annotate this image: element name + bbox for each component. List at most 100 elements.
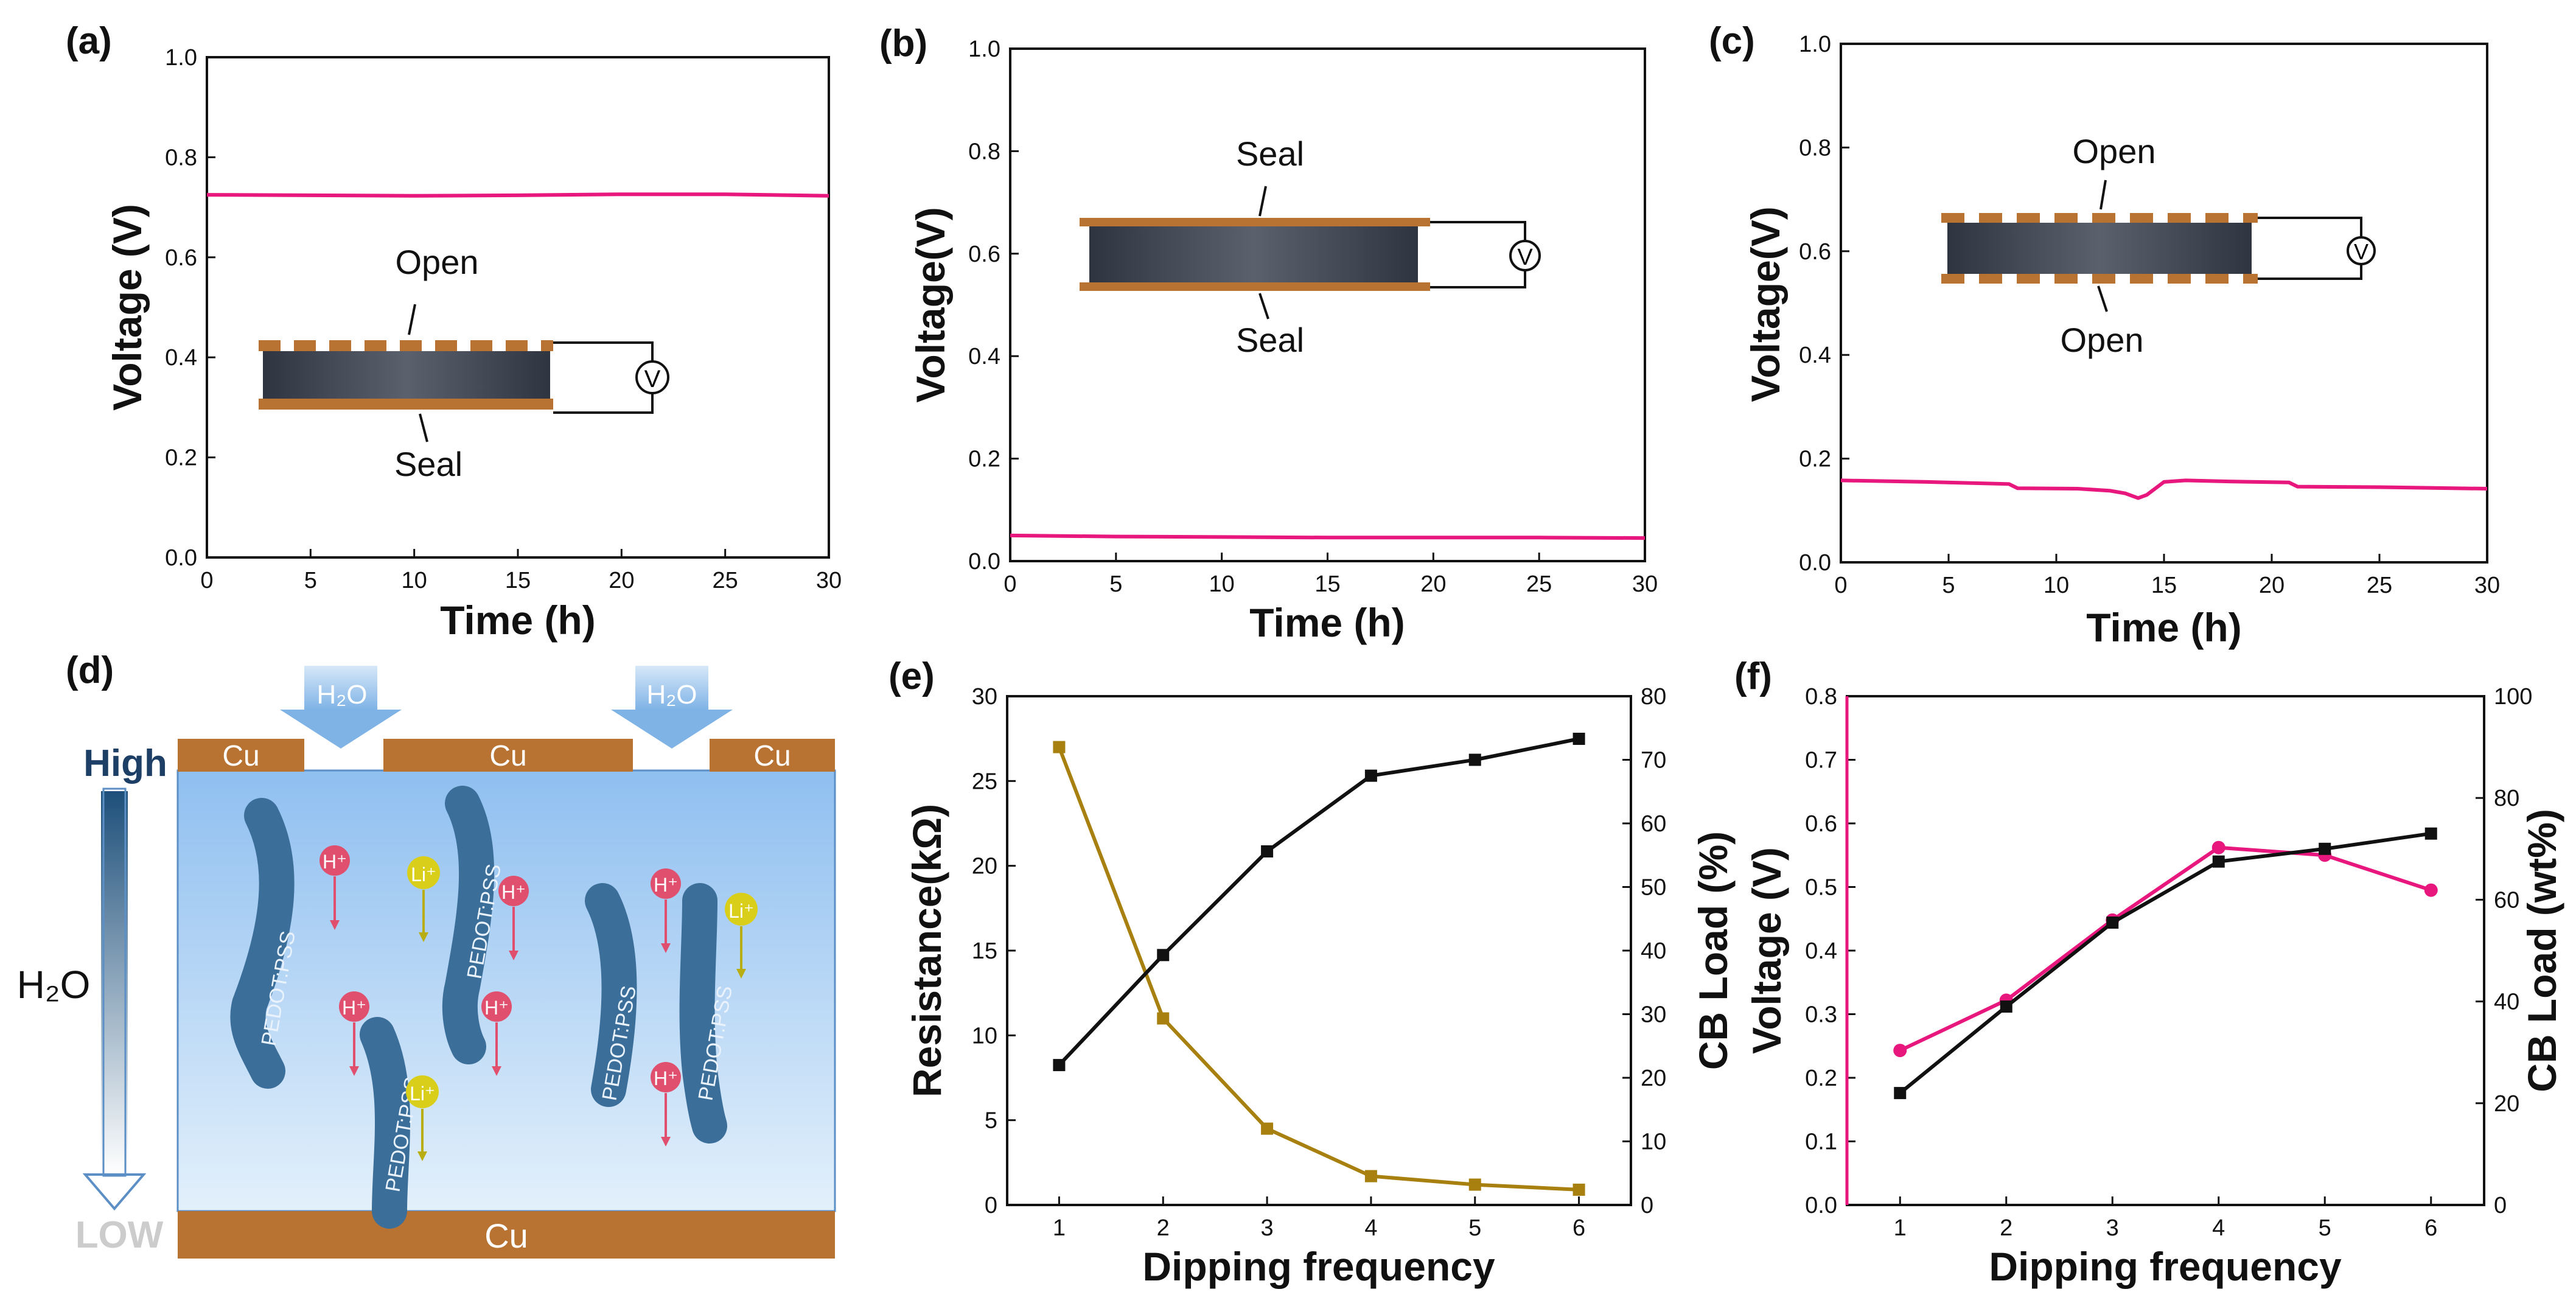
y2-tick-label: 80 [2494, 786, 2519, 811]
y-tick-label: 0.6 [165, 245, 197, 271]
data-point [2424, 827, 2437, 840]
x-tick-label: 10 [1209, 571, 1235, 597]
y-tick-label: 0.3 [1805, 1002, 1837, 1028]
panel-d-diagram: (d) High LOW H₂O Cu Cu Cu Cu H₂O [17, 649, 836, 1259]
y2-tick-label: 20 [1641, 1066, 1666, 1091]
x-tick-label: 10 [402, 568, 427, 593]
proton-ions: H⁺ H⁺ H⁺ H⁺ [319, 845, 681, 1147]
x-tick-label: 2 [2000, 1215, 2012, 1241]
y-axis-title-f: Voltage (V) [1744, 847, 1789, 1054]
inset-label-bottom-a: Seal [394, 445, 462, 483]
svg-text:H⁺: H⁺ [654, 1067, 678, 1089]
gradient-high-label: High [83, 742, 167, 784]
svg-text:H⁺: H⁺ [484, 997, 509, 1019]
y-tick-label: 1.0 [1799, 32, 1831, 57]
plot-frame-e [1006, 695, 1632, 1206]
bottom-cu-electrode [178, 1211, 835, 1259]
y-tick-label: 25 [972, 769, 997, 794]
top-cu-electrodes: Cu Cu Cu [178, 739, 835, 772]
x-tick-label: 15 [505, 568, 531, 593]
plot-frame-a [206, 56, 830, 559]
y-tick-label: 0.6 [1799, 239, 1831, 265]
y-tick-label: 20 [972, 854, 997, 879]
x-tick-label: 2 [1157, 1215, 1170, 1241]
cu-label: Cu [753, 740, 791, 772]
y2-tick-label: 0 [1641, 1193, 1653, 1218]
x-tick-label: 20 [609, 568, 634, 593]
x-tick-label: 25 [713, 568, 738, 593]
y2-tick-label: 100 [2494, 684, 2532, 710]
y-tick-label: 0.2 [1799, 447, 1831, 472]
lithium-ion: Li⁺ [407, 856, 440, 942]
x-tick-label: 0 [1004, 571, 1016, 597]
x-tick-label: 5 [1468, 1215, 1481, 1241]
x-tick-label: 5 [1109, 571, 1122, 597]
x-tick-label: 5 [1942, 573, 1955, 598]
data-point [1364, 1170, 1377, 1182]
y-tick-label: 1.0 [968, 37, 1000, 62]
proton-ion: H⁺ [481, 991, 512, 1076]
x-tick-label: 1 [1053, 1215, 1066, 1241]
panel-b: (b) 0 5 10 15 20 25 30 0.0 0.2 0.4 0.6 0.8 1.0 Time … [879, 23, 1658, 645]
y-tick-label: 0.8 [1799, 135, 1831, 161]
series-e [1053, 733, 1585, 1196]
y-tick-label: 30 [972, 684, 997, 710]
axis-ticks-a: 0 5 10 15 20 25 30 0.0 0.2 0.4 0.6 0.8 1.0 [165, 45, 842, 593]
panel-label-f: (f) [1734, 655, 1772, 697]
y-tick-label: 0.7 [1805, 748, 1837, 773]
x-tick-label: 20 [2259, 573, 2285, 598]
plot-frame-b [1009, 47, 1646, 562]
axis-ticks-f: 1 2 3 4 5 6 0.0 0.1 0.2 0.3 0.4 0.5 0.6 0.7 0.8 0 20 40 60… [1805, 684, 2532, 1241]
x-axis-title-f: Dipping frequency [1989, 1244, 2342, 1289]
concentration-gradient-arrow [82, 787, 147, 1211]
y-tick-label: 5 [985, 1108, 997, 1134]
svg-text:Li⁺: Li⁺ [410, 1083, 435, 1105]
data-point [2211, 840, 2225, 854]
wire [2258, 217, 2362, 280]
x-tick-label: 30 [816, 568, 842, 593]
axis-ticks-b: 0 5 10 15 20 25 30 0.0 0.2 0.4 0.6 0.8 1.0 [968, 37, 1658, 597]
leader-line-top [2100, 180, 2107, 210]
y-tick-label: 0.8 [968, 139, 1000, 164]
y2-tick-label: 80 [1641, 684, 1666, 710]
lithium-ions: Li⁺ Li⁺ Li⁺ [406, 856, 758, 1161]
data-point [1157, 1012, 1170, 1025]
y2-tick-label: 0 [2494, 1193, 2507, 1218]
lithium-ion: Li⁺ [406, 1075, 439, 1161]
data-point [2424, 883, 2438, 897]
fabric-cell [1089, 226, 1418, 282]
voltmeter-icon [635, 360, 669, 394]
x-tick-label: 10 [2044, 573, 2069, 598]
y-tick-label: 15 [972, 938, 997, 964]
device-inset-c: V Open Open [1941, 132, 2376, 359]
voltmeter-label: V [1517, 245, 1533, 270]
y2-tick-label: 40 [1641, 938, 1666, 964]
y-tick-label: 0.6 [1805, 811, 1837, 837]
plot-frame-f [1846, 695, 2485, 1206]
gradient-low-label: LOW [75, 1214, 164, 1256]
leader-line-bottom [419, 413, 428, 442]
svg-text:Li⁺: Li⁺ [728, 900, 754, 922]
data-point [1468, 1178, 1481, 1191]
y-tick-label: 1.0 [165, 45, 197, 71]
svg-text:H⁺: H⁺ [342, 997, 366, 1019]
voltmeter-label: V [2354, 239, 2368, 264]
panel-label-d: (d) [66, 649, 114, 691]
plot-frame-c [1840, 43, 2488, 564]
leader-line-bottom [1258, 293, 1269, 320]
svg-text:Li⁺: Li⁺ [411, 864, 436, 885]
axis-ticks-c: 0 5 10 15 20 25 30 0.0 0.2 0.4 0.6 0.8 1.0 [1799, 32, 2500, 598]
y-tick-label: 0.0 [968, 549, 1000, 574]
y-tick-label: 0.4 [165, 345, 197, 371]
x-tick-label: 0 [1834, 573, 1847, 598]
leader-line-top [408, 304, 416, 335]
x-tick-label: 4 [2212, 1215, 2225, 1241]
x-tick-label: 3 [2106, 1215, 2119, 1241]
series-line-cb-load [1058, 737, 1580, 1067]
x-axis-title-e: Dipping frequency [1142, 1244, 1495, 1289]
x-tick-label: 20 [1420, 571, 1446, 597]
y-tick-label: 0.0 [1805, 1193, 1837, 1218]
data-point [1261, 845, 1274, 857]
water-label: H₂O [646, 680, 697, 710]
y2-tick-label: 60 [1641, 811, 1666, 837]
